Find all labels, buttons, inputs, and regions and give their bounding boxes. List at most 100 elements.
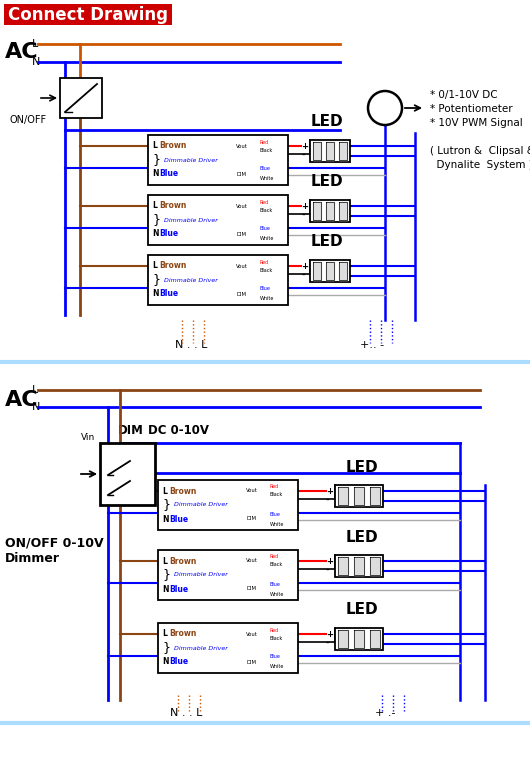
- Text: Vout: Vout: [246, 632, 258, 636]
- Text: AC: AC: [5, 42, 39, 62]
- Text: Black: Black: [260, 148, 273, 152]
- Bar: [148, 135, 288, 185]
- Text: L: L: [152, 202, 157, 211]
- Text: +: +: [326, 487, 333, 495]
- Text: +: +: [301, 202, 308, 211]
- Polygon shape: [326, 142, 334, 160]
- Text: LED: LED: [346, 460, 378, 475]
- Text: Brown: Brown: [169, 556, 197, 565]
- Text: Black: Black: [270, 492, 283, 498]
- Text: L: L: [152, 262, 157, 270]
- Text: LED: LED: [311, 114, 343, 129]
- Text: Blue: Blue: [169, 658, 188, 667]
- Text: White: White: [270, 664, 285, 670]
- Text: Red: Red: [270, 485, 279, 489]
- Text: Red: Red: [260, 199, 269, 205]
- Text: LED: LED: [346, 603, 378, 617]
- Polygon shape: [338, 557, 348, 575]
- Text: Blue: Blue: [270, 511, 281, 517]
- Text: Brown: Brown: [169, 486, 197, 495]
- Text: L: L: [32, 39, 38, 49]
- Text: Blue: Blue: [260, 286, 271, 291]
- Polygon shape: [339, 142, 347, 160]
- Text: White: White: [270, 521, 285, 527]
- Polygon shape: [339, 262, 347, 280]
- Text: White: White: [260, 237, 275, 241]
- Text: Vout: Vout: [236, 263, 248, 269]
- Polygon shape: [370, 630, 380, 648]
- Text: Dimmable Driver: Dimmable Driver: [164, 278, 218, 282]
- Text: -: -: [301, 272, 305, 280]
- Circle shape: [368, 91, 402, 125]
- Bar: [310, 140, 350, 162]
- Text: DIM: DIM: [236, 291, 246, 297]
- Bar: [335, 628, 383, 650]
- Bar: [335, 485, 383, 507]
- Text: Blue: Blue: [159, 170, 178, 179]
- Text: N: N: [32, 402, 40, 412]
- Bar: [158, 623, 298, 673]
- Text: N: N: [162, 514, 169, 524]
- Polygon shape: [338, 630, 348, 648]
- Polygon shape: [338, 487, 348, 505]
- Text: Dimmable Driver: Dimmable Driver: [174, 572, 228, 578]
- Text: Blue: Blue: [270, 654, 281, 660]
- Text: DIM: DIM: [246, 517, 256, 521]
- Text: ON/OFF: ON/OFF: [10, 115, 47, 125]
- Text: +: +: [326, 556, 333, 565]
- Text: }: }: [152, 214, 160, 227]
- Text: Black: Black: [260, 268, 273, 272]
- Text: Brown: Brown: [169, 629, 197, 638]
- Polygon shape: [313, 142, 321, 160]
- Text: Blue: Blue: [169, 584, 188, 594]
- Text: LED: LED: [346, 530, 378, 545]
- Text: White: White: [260, 297, 275, 301]
- Text: Blue: Blue: [159, 289, 178, 298]
- Polygon shape: [370, 487, 380, 505]
- Text: Black: Black: [270, 635, 283, 641]
- Text: Vin: Vin: [81, 432, 95, 441]
- Bar: [4, 4, 172, 25]
- Text: White: White: [260, 177, 275, 182]
- Text: Red: Red: [270, 628, 279, 632]
- Text: }: }: [152, 154, 160, 167]
- Polygon shape: [313, 202, 321, 220]
- Text: DIM: DIM: [236, 171, 246, 177]
- Bar: [60, 78, 102, 118]
- Text: -: -: [301, 212, 305, 221]
- Text: * 0/1-10V DC: * 0/1-10V DC: [430, 90, 498, 100]
- Text: Black: Black: [260, 208, 273, 212]
- Bar: [148, 255, 288, 305]
- Text: Blue: Blue: [260, 227, 271, 231]
- Text: * Potentiometer: * Potentiometer: [430, 104, 513, 114]
- Text: L: L: [162, 629, 167, 638]
- Text: Vout: Vout: [236, 203, 248, 209]
- Bar: [158, 480, 298, 530]
- Bar: [158, 550, 298, 600]
- Text: -: -: [326, 639, 330, 648]
- Polygon shape: [354, 487, 364, 505]
- Text: -: -: [326, 566, 330, 575]
- Text: DIM: DIM: [246, 660, 256, 664]
- Text: }: }: [162, 568, 170, 581]
- Text: L: L: [32, 385, 38, 395]
- Text: Red: Red: [260, 260, 269, 265]
- Text: Red: Red: [270, 555, 279, 559]
- Text: -: -: [326, 496, 330, 505]
- Polygon shape: [370, 557, 380, 575]
- Text: L: L: [162, 486, 167, 495]
- Polygon shape: [354, 557, 364, 575]
- Text: N . . L: N . . L: [175, 340, 207, 350]
- Polygon shape: [339, 202, 347, 220]
- Text: +: +: [326, 629, 333, 638]
- Text: Dimmer: Dimmer: [5, 552, 60, 565]
- Text: Vout: Vout: [246, 559, 258, 563]
- Text: LED: LED: [311, 234, 343, 250]
- Polygon shape: [313, 262, 321, 280]
- Text: AC: AC: [5, 390, 39, 410]
- Text: Brown: Brown: [159, 202, 187, 211]
- Bar: [148, 195, 288, 245]
- Polygon shape: [326, 262, 334, 280]
- Text: Dimmable Driver: Dimmable Driver: [164, 218, 218, 222]
- Text: DIM: DIM: [236, 231, 246, 237]
